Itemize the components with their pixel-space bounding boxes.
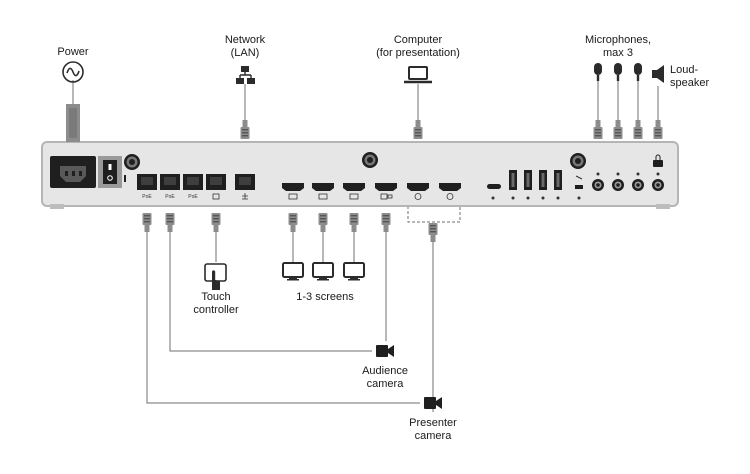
computer-label: Computer (for presentation) — [376, 34, 460, 59]
power-plug — [66, 104, 80, 142]
presenter-cam-plug — [142, 213, 152, 232]
touch-controller-label: Touch controller — [193, 291, 239, 316]
poe-mark-3: PoE — [188, 194, 198, 200]
screen-plug-2 — [318, 213, 328, 232]
power-label: Power — [57, 46, 89, 58]
top-plugs — [66, 104, 663, 142]
audience-cam-plug — [165, 213, 175, 232]
lan-plug — [240, 120, 250, 139]
screw-right — [570, 153, 586, 169]
usb-ports — [487, 170, 583, 200]
screen-plug-1 — [288, 213, 298, 232]
audio-jacks — [592, 154, 664, 191]
power-icon — [62, 61, 84, 83]
hdmi-in-2 — [439, 183, 461, 191]
touch-controller-icon — [204, 263, 227, 290]
camera-icon — [376, 345, 394, 357]
microphone-icon — [614, 63, 622, 81]
poe-mark-2: PoE — [165, 194, 175, 200]
laptop-icon — [404, 66, 432, 84]
poe-mark-1: PoE — [142, 194, 152, 200]
codec-chassis — [41, 141, 679, 209]
loudspeaker-icon — [652, 65, 664, 83]
lan-port — [235, 174, 255, 190]
network-label: Network (LAN) — [224, 34, 266, 59]
poe-port-2 — [160, 174, 180, 190]
hdmi-camera-in — [375, 183, 397, 191]
screen-icon — [343, 262, 365, 282]
hdmi-in-1 — [407, 183, 429, 191]
poe-port-1 — [137, 174, 157, 190]
power-switch — [98, 156, 122, 188]
computer-plug — [413, 120, 423, 139]
mic-plug-3 — [633, 120, 643, 139]
camera-icon — [424, 397, 442, 409]
screw-center — [362, 152, 378, 168]
mic-plug-1 — [593, 120, 603, 139]
network-icon — [236, 66, 255, 84]
audience-camera-label: Audience camera — [362, 365, 408, 390]
presenter-hdmi-plug — [428, 223, 438, 242]
mic-plug-2 — [613, 120, 623, 139]
screw-left — [124, 154, 140, 170]
microphones-label: Microphones, max 3 — [584, 34, 652, 59]
bottom-plugs — [142, 213, 438, 242]
hdmi-out-1 — [282, 183, 304, 191]
microphone-icon — [634, 63, 642, 81]
power-inlet — [50, 156, 96, 188]
camera-hdmi-plug — [381, 213, 391, 232]
cables — [72, 78, 659, 412]
presenter-camera-label: Presenter camera — [409, 417, 457, 442]
screen-icon — [312, 262, 334, 282]
hdmi-out-3 — [343, 183, 365, 191]
microphone-icon — [594, 63, 602, 81]
screens-label: 1-3 screens — [296, 291, 354, 303]
loudspeaker-label: Loud-speaker — [670, 64, 710, 89]
speaker-plug — [653, 120, 663, 139]
hdmi-ports — [282, 183, 461, 200]
screen-icon — [282, 262, 304, 282]
touch-port — [206, 174, 226, 190]
screen-plug-3 — [349, 213, 359, 232]
ethernet-ports: PoE PoE PoE — [137, 174, 255, 200]
hdmi-out-2 — [312, 183, 334, 191]
poe-port-3 — [183, 174, 203, 190]
touch-plug — [211, 213, 221, 232]
